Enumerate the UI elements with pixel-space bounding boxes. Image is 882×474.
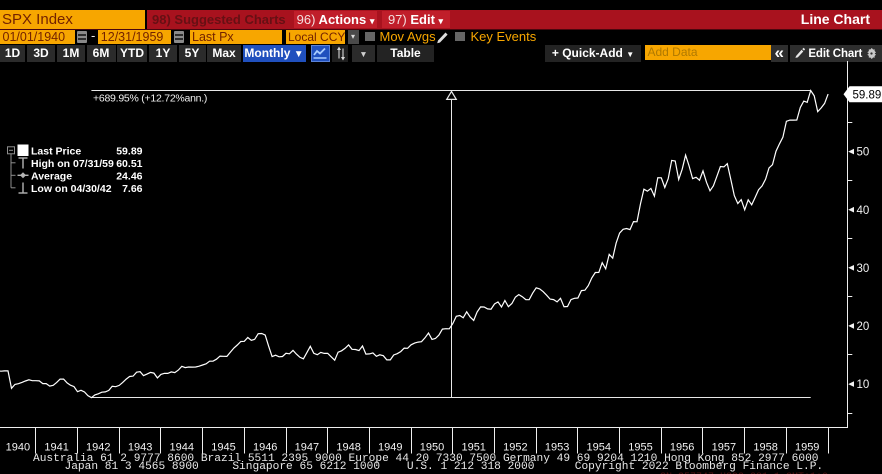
svg-text:7.66: 7.66 (122, 183, 143, 195)
svg-text:1955: 1955 (628, 442, 652, 454)
svg-text:1946: 1946 (253, 442, 277, 454)
svg-text:1951: 1951 (461, 442, 485, 454)
svg-text:30: 30 (857, 263, 870, 275)
svg-text:24.46: 24.46 (116, 170, 142, 182)
svg-text:1940: 1940 (6, 442, 30, 454)
svg-text:High on 07/31/59: High on 07/31/59 (31, 158, 114, 170)
svg-text:20: 20 (857, 321, 870, 333)
svg-text:1945: 1945 (211, 442, 235, 454)
svg-text:60.51: 60.51 (116, 158, 142, 170)
svg-text:40: 40 (857, 205, 870, 217)
svg-text:Average: Average (31, 170, 72, 182)
svg-text:Last Price: Last Price (31, 145, 81, 157)
svg-text:1947: 1947 (295, 442, 319, 454)
svg-text:1948: 1948 (336, 442, 360, 454)
svg-text:+689.95% (+12.72%ann.): +689.95% (+12.72%ann.) (93, 92, 207, 104)
svg-text:1941: 1941 (44, 442, 68, 454)
svg-text:1959: 1959 (795, 442, 819, 454)
svg-text:50: 50 (857, 147, 870, 159)
svg-text:1954: 1954 (587, 442, 611, 454)
svg-text:1952: 1952 (503, 442, 527, 454)
svg-text:1958: 1958 (753, 442, 777, 454)
svg-text:1949: 1949 (378, 442, 402, 454)
svg-text:59.89: 59.89 (116, 145, 142, 157)
svg-text:1942: 1942 (86, 442, 110, 454)
svg-text:10: 10 (857, 379, 870, 391)
svg-text:1956: 1956 (670, 442, 694, 454)
svg-text:1943: 1943 (128, 442, 152, 454)
svg-text:59.89: 59.89 (853, 89, 882, 101)
svg-text:1950: 1950 (420, 442, 444, 454)
svg-text:1944: 1944 (170, 442, 194, 454)
svg-text:1953: 1953 (545, 442, 569, 454)
svg-text:1957: 1957 (712, 442, 736, 454)
svg-text:Low on 04/30/42: Low on 04/30/42 (31, 183, 112, 195)
